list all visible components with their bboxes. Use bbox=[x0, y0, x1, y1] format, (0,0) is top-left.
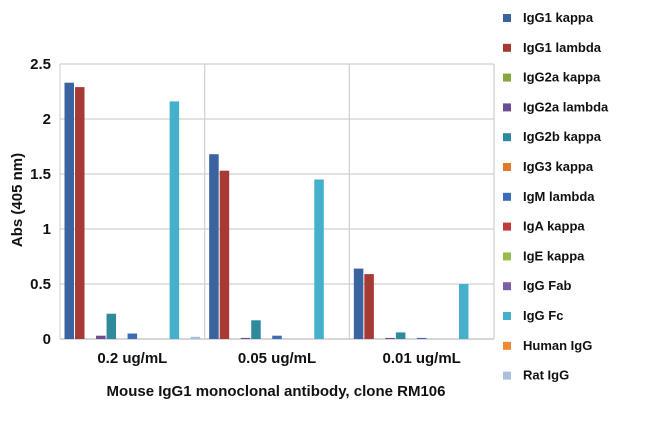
bar bbox=[251, 320, 261, 339]
bar bbox=[458, 284, 469, 339]
legend-swatch bbox=[503, 371, 511, 380]
legend-swatch bbox=[503, 163, 511, 171]
bar bbox=[219, 170, 230, 339]
legend-label: IgG1 kappa bbox=[523, 10, 594, 25]
x-tick-label: 0.05 ug/mL bbox=[238, 350, 316, 367]
bar bbox=[106, 313, 117, 339]
legend-label: IgG Fab bbox=[523, 278, 571, 293]
legend-swatch bbox=[503, 103, 511, 112]
bar bbox=[272, 335, 282, 339]
bar bbox=[127, 333, 138, 339]
bar bbox=[64, 82, 75, 339]
legend-label: IgG2b kappa bbox=[523, 129, 602, 144]
bars bbox=[64, 82, 469, 340]
bar bbox=[96, 335, 106, 339]
legend-swatch bbox=[503, 133, 511, 142]
bar bbox=[75, 87, 85, 339]
legend-swatch bbox=[503, 341, 511, 350]
legend-label: IgE kappa bbox=[523, 248, 585, 263]
legend-swatch bbox=[503, 222, 511, 231]
y-tick-label: 1 bbox=[43, 221, 51, 238]
bar bbox=[416, 337, 427, 339]
y-axis-title: Abs (405 nm) bbox=[9, 153, 26, 247]
legend-swatch bbox=[503, 312, 511, 320]
legend-label: IgG2a lambda bbox=[523, 99, 609, 114]
legend-swatch bbox=[503, 192, 511, 201]
legend-label: IgG Fc bbox=[523, 308, 563, 323]
legend-swatch bbox=[503, 73, 511, 82]
bar bbox=[314, 179, 324, 339]
legend-swatch bbox=[503, 14, 511, 22]
y-tick-label: 1.5 bbox=[30, 166, 51, 183]
legend-label: Human IgG bbox=[523, 338, 592, 353]
y-tick-label: 0.5 bbox=[30, 276, 51, 293]
y-tick-label: 2.5 bbox=[30, 56, 51, 73]
gridlines bbox=[59, 63, 495, 340]
legend-label: Rat IgG bbox=[523, 368, 569, 383]
legend: IgG1 kappa IgG1 lambda IgG2a kappa IgG2a la… bbox=[503, 10, 609, 383]
legend-label: IgG3 kappa bbox=[523, 159, 594, 174]
legend-label: IgG1 lambda bbox=[523, 40, 602, 55]
bar bbox=[209, 154, 219, 339]
legend-label: IgG2a kappa bbox=[523, 70, 601, 85]
y-tick-label: 2 bbox=[43, 111, 51, 128]
legend-label: IgA kappa bbox=[523, 219, 585, 234]
y-axis: 0 0.5 1 1.5 2 2.5 bbox=[30, 56, 51, 348]
bar bbox=[240, 337, 251, 339]
y-tick-label: 0 bbox=[43, 331, 51, 348]
bar bbox=[169, 101, 180, 340]
legend-swatch bbox=[503, 282, 511, 291]
bar bbox=[190, 336, 201, 339]
x-tick-label: 0.01 ug/mL bbox=[382, 350, 460, 367]
bar bbox=[353, 268, 364, 339]
bar bbox=[395, 332, 406, 339]
legend-swatch bbox=[503, 252, 511, 261]
x-tick-label: 0.2 ug/mL bbox=[97, 350, 167, 367]
x-axis: 0.2 ug/mL 0.05 ug/mL 0.01 ug/mL bbox=[97, 350, 461, 367]
legend-label: IgM lambda bbox=[523, 189, 595, 204]
bar bbox=[385, 337, 395, 339]
x-axis-title: Mouse IgG1 monoclonal antibody, clone RM… bbox=[107, 383, 446, 400]
bar bbox=[364, 274, 374, 339]
legend-swatch bbox=[503, 43, 511, 52]
